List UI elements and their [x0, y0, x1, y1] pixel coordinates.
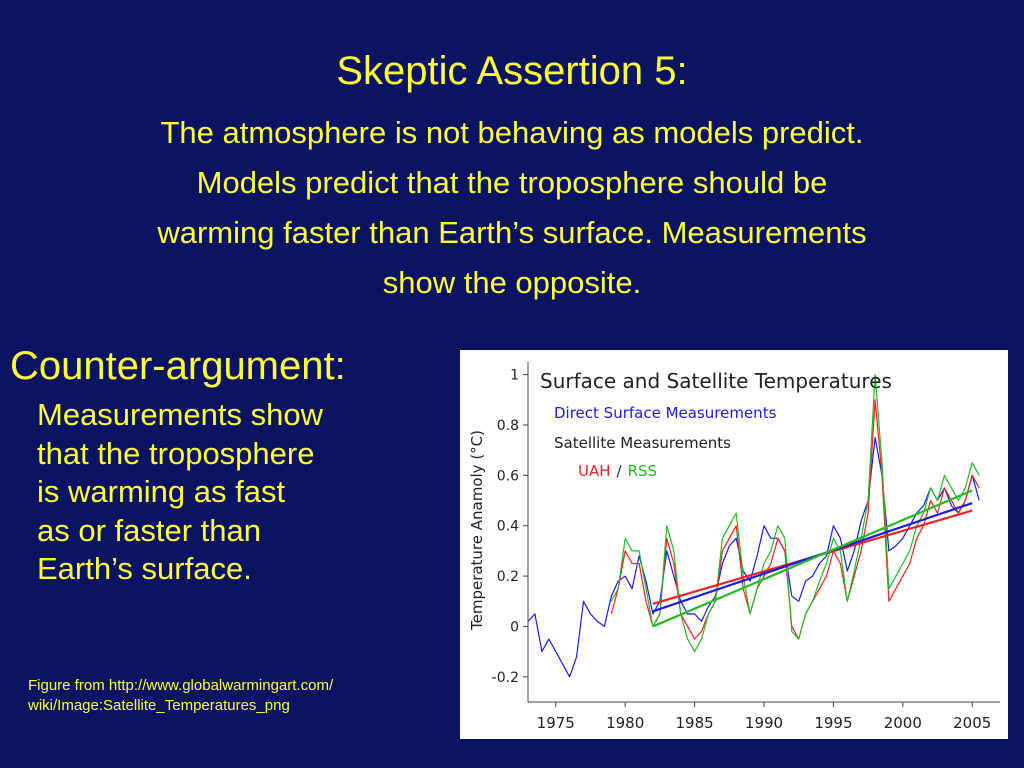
legend-separator: /: [617, 462, 623, 480]
x-tick-label: 1995: [814, 714, 852, 732]
temperature-chart: -0.2 0 0.2 0.4 0.6 0.8 1 1975 1980 1985 1990 1995 20…: [460, 350, 1008, 739]
assertion-line-4: show the opposite.: [382, 265, 642, 300]
y-tick-label: 0: [510, 619, 519, 635]
counter-line-1: Measurements show: [37, 397, 324, 432]
counter-line-4: as or faster than: [37, 512, 262, 548]
x-tick-label: 1975: [537, 714, 575, 732]
chart-background: [460, 350, 1008, 739]
chart-axes: -0.2 0 0.2 0.4 0.6 0.8 1 1975 1980 1985 1990 1995 20…: [492, 362, 1000, 732]
assertion-line-3: warming faster than Earth’s surface. Mea…: [157, 215, 867, 250]
legend-uah-label: UAH: [578, 462, 611, 480]
y-tick-label: 1: [510, 368, 519, 384]
legend-satellite-label: Satellite Measurements: [554, 434, 731, 452]
legend-rss-label: RSS: [628, 462, 657, 480]
counter-line-2: that the troposphere: [37, 435, 315, 471]
x-tick-label: 2005: [953, 714, 991, 732]
y-tick-label: 0.4: [497, 519, 519, 535]
counter-argument-text: Measurements show that the troposphere i…: [37, 396, 427, 589]
counter-line-5: Earth’s surface.: [37, 551, 252, 586]
assertion-line-2: Models predict that the troposphere shou…: [196, 165, 828, 200]
trend-line-direct-surface-measurements: [652, 501, 973, 613]
figure-credit: Figure from http://www.globalwarmingart.…: [28, 676, 333, 716]
x-tick-label: 1980: [606, 714, 644, 732]
counter-argument-heading: Counter-argument:: [10, 344, 346, 388]
x-tick-label: 1990: [745, 714, 783, 732]
credit-line-1: Figure from http://www.globalwarmingart.…: [28, 677, 334, 694]
x-tick-label: 2000: [884, 714, 922, 732]
chart-title: Surface and Satellite Temperatures: [540, 369, 892, 393]
trend-line-rss: [652, 489, 973, 628]
series-line-uah: [610, 399, 980, 640]
slide-title: Skeptic Assertion 5:: [336, 49, 688, 93]
assertion-text: The atmosphere is not behaving as models…: [30, 108, 994, 308]
series-line-direct-surface-measurements: [527, 436, 980, 678]
y-axis-label: Temperature Anamoly (°C): [468, 430, 486, 631]
assertion-line-1: The atmosphere is not behaving as models…: [160, 115, 864, 150]
y-tick-label: 0.8: [497, 418, 519, 434]
legend-uah-rss-line: UAH / RSS: [578, 462, 657, 480]
x-tick-label: 1985: [675, 714, 713, 732]
chart-svg: -0.2 0 0.2 0.4 0.6 0.8 1 1975 1980 1985 1990 1995 20…: [460, 350, 1008, 739]
y-tick-label: -0.2: [492, 670, 519, 686]
counter-line-3: is warming as fast: [37, 474, 286, 509]
credit-line-2: wiki/Image:Satellite_Temperatures_png: [28, 697, 290, 714]
legend-direct-label: Direct Surface Measurements: [554, 404, 777, 422]
y-tick-label: 0.6: [497, 468, 519, 484]
series-line-rss: [610, 374, 980, 653]
plot-lines: [527, 374, 980, 678]
y-tick-label: 0.2: [497, 569, 519, 585]
